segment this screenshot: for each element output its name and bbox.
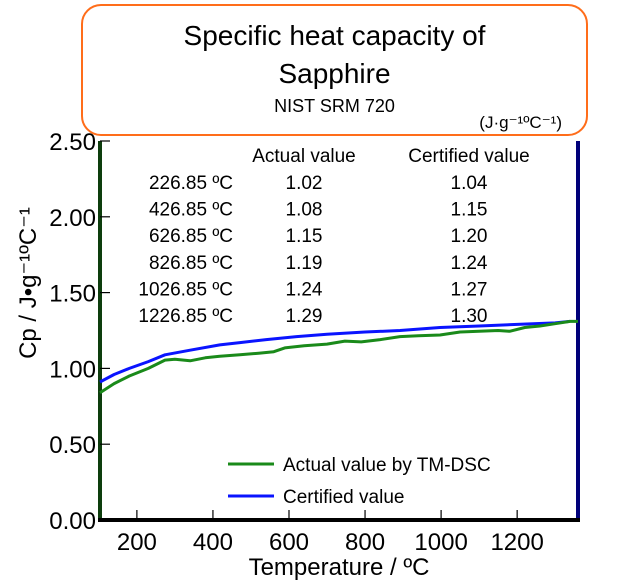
- chart-title: Specific heat capacity of: [183, 20, 486, 51]
- x-tick-label: 1200: [490, 529, 543, 556]
- table-unit-label: (J·g⁻¹ºC⁻¹): [479, 113, 562, 132]
- table-cell-actual: 1.19: [286, 253, 323, 274]
- y-tick-label: 2.50: [49, 129, 96, 156]
- x-tick-label: 200: [117, 529, 157, 556]
- table-cell-temperature: 1026.85 ºC: [138, 279, 233, 300]
- table-cell-actual: 1.24: [286, 279, 323, 300]
- x-tick-label: 800: [345, 529, 385, 556]
- table-cell-actual: 1.15: [286, 226, 323, 247]
- chart-subtitle: NIST SRM 720: [274, 96, 395, 116]
- legend-label: Certified value: [283, 487, 404, 508]
- table-cell-temperature: 226.85 ºC: [149, 173, 233, 194]
- table-cell-certified: 1.20: [451, 226, 488, 247]
- legend-label: Actual value by TM-DSC: [283, 455, 491, 476]
- chart-title-material: Sapphire: [278, 58, 391, 89]
- table-cell-certified: 1.04: [451, 173, 488, 194]
- series-layer: [99, 319, 578, 394]
- table-cell-temperature: 626.85 ºC: [149, 226, 233, 247]
- legend: Actual value by TM-DSC Certified value: [228, 455, 491, 508]
- title-box: Specific heat capacity of Sapphire NIST …: [81, 4, 588, 136]
- table-header-actual: Actual value: [252, 146, 356, 167]
- table-cell-actual: 1.02: [286, 173, 323, 194]
- table-cell-actual: 1.29: [286, 306, 323, 327]
- table-header-certified: Certified value: [408, 146, 529, 167]
- y-tick-label: 0.00: [49, 508, 96, 535]
- x-axis-label: Temperature / ºC: [249, 554, 430, 581]
- y-axis-ticks: 0.00 0.50 1.00 1.50 2.00 2.50: [49, 129, 110, 535]
- value-table: Actual value Certified value 226.85 ºC 1.02…: [138, 146, 529, 327]
- x-tick-label: 400: [193, 529, 233, 556]
- y-tick-label: 2.00: [49, 205, 96, 232]
- table-cell-temperature: 1226.85 ºC: [138, 306, 233, 327]
- y-axis-label: Cp / J•g⁻¹ºC⁻¹: [15, 207, 42, 359]
- table-cell-certified: 1.24: [451, 253, 488, 274]
- table-cell-certified: 1.30: [451, 306, 488, 327]
- plot-frame: [98, 141, 580, 522]
- table-cell-temperature: 426.85 ºC: [149, 200, 233, 221]
- x-tick-label: 1000: [414, 529, 467, 556]
- x-tick-label: 600: [269, 529, 309, 556]
- table-cell-actual: 1.08: [286, 200, 323, 221]
- series-actual-line: [99, 319, 578, 394]
- y-tick-label: 0.50: [49, 432, 96, 459]
- series-certified-line: [99, 319, 571, 384]
- table-cell-temperature: 826.85 ºC: [149, 253, 233, 274]
- table-cell-certified: 1.27: [451, 279, 488, 300]
- x-axis-ticks: 200 400 600 800 1000 1200: [117, 510, 544, 556]
- y-tick-label: 1.50: [49, 281, 96, 308]
- table-cell-certified: 1.15: [451, 200, 488, 221]
- y-tick-label: 1.00: [49, 356, 96, 383]
